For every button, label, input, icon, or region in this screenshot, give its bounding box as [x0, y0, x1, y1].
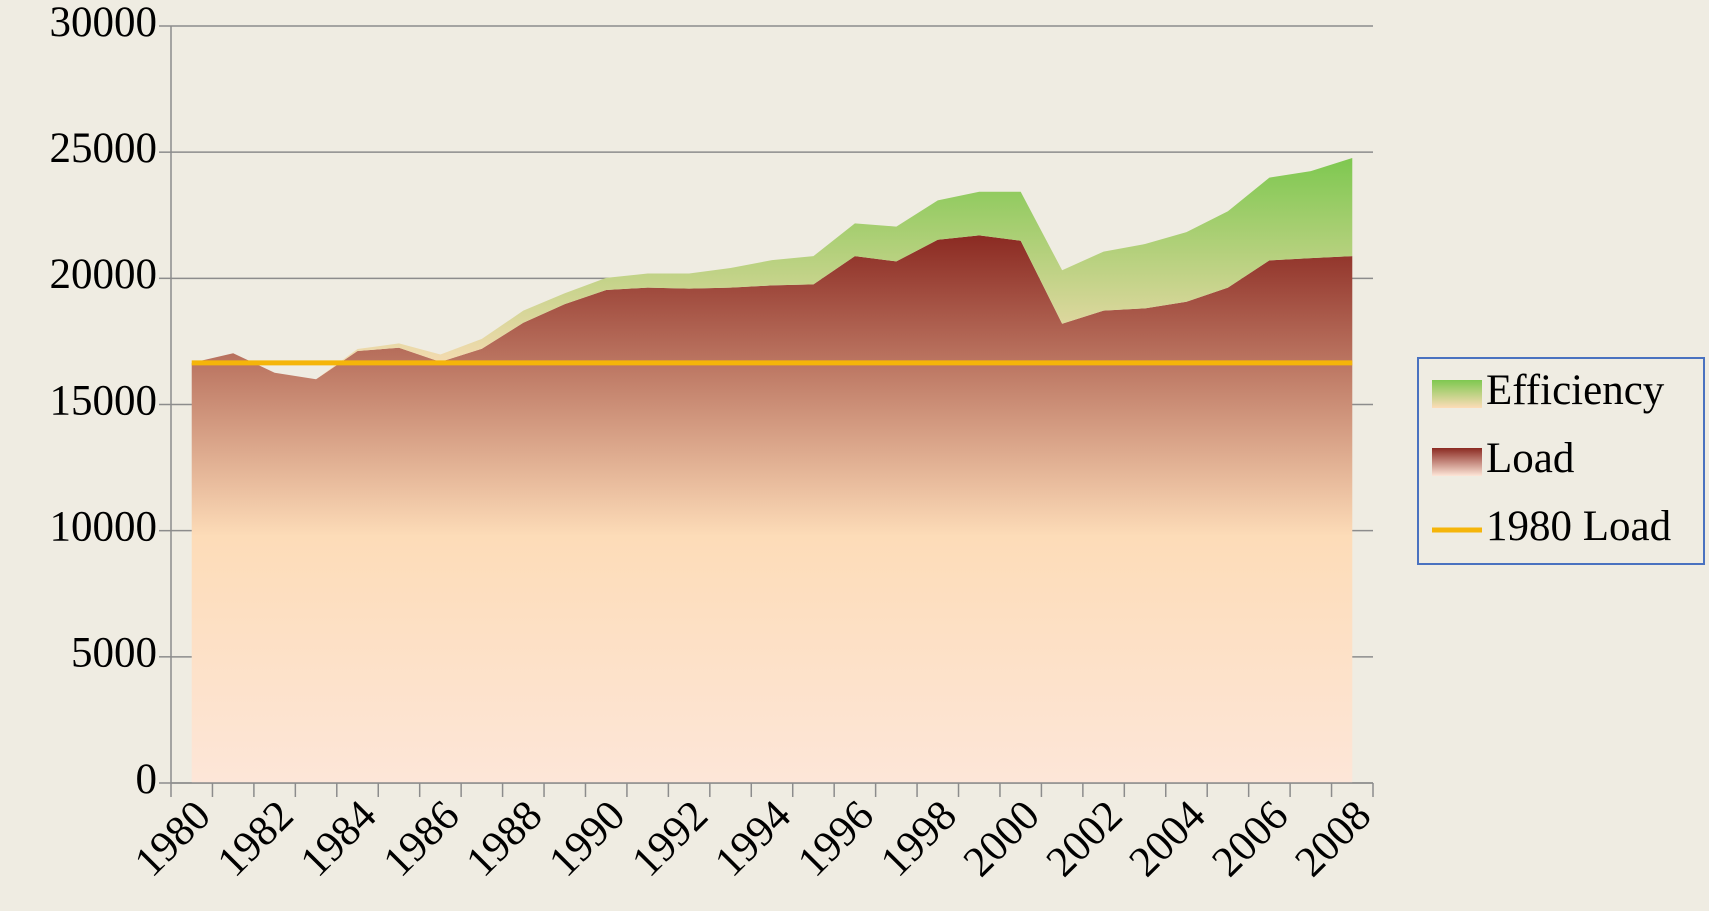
- legend-swatch: [1432, 448, 1482, 476]
- y-tick-label: 20000: [50, 251, 158, 298]
- x-tick-label: 1988: [457, 792, 551, 886]
- legend-label: Efficiency: [1486, 367, 1665, 414]
- x-tick-label: 1996: [789, 792, 883, 886]
- x-tick-label: 2006: [1203, 792, 1297, 886]
- x-tick-label: 1994: [706, 792, 800, 886]
- x-tick-label: 1992: [623, 792, 717, 886]
- y-tick-label: 30000: [50, 0, 158, 46]
- x-tick-label: 2002: [1038, 792, 1132, 886]
- x-tick-label: 1998: [872, 792, 966, 886]
- load-area: [191, 235, 1353, 784]
- x-tick-label: 2004: [1120, 792, 1214, 886]
- efficiency-area: [191, 157, 1353, 380]
- y-tick-label: 5000: [71, 630, 157, 677]
- y-tick-label: 25000: [50, 125, 158, 172]
- areas: [191, 157, 1353, 784]
- x-tick-label: 1980: [126, 792, 220, 886]
- legend-swatch: [1432, 380, 1482, 408]
- y-tick-label: 0: [136, 756, 158, 803]
- legend-label: Load: [1486, 435, 1574, 482]
- x-tick-label: 1986: [374, 792, 468, 886]
- y-tick-label: 15000: [50, 377, 158, 424]
- legend-label: 1980 Load: [1486, 503, 1671, 550]
- x-tick-label: 1982: [209, 792, 303, 886]
- x-tick-label: 2008: [1286, 792, 1380, 886]
- x-tick-label: 2000: [955, 792, 1049, 886]
- legend-box: [1417, 357, 1705, 565]
- x-tick-label: 1984: [292, 792, 386, 886]
- y-tick-label: 10000: [50, 504, 158, 551]
- x-tick-label: 1990: [540, 792, 634, 886]
